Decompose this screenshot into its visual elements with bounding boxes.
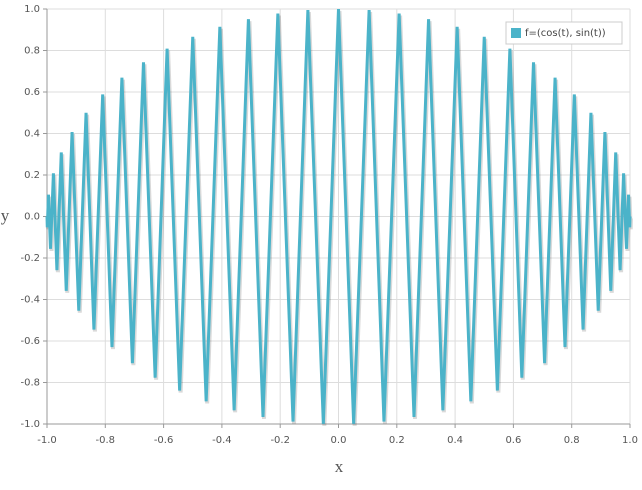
x-tick-label: -1.0 [37,435,57,446]
y-tick-label: -0.6 [20,336,40,347]
legend-swatch [511,28,521,38]
x-tick-label: -0.6 [154,435,174,446]
x-tick-label: 1.0 [622,435,638,446]
line [45,8,632,424]
x-tick-label: 0.4 [447,435,463,446]
y-tick-label: 0.8 [24,46,40,57]
y-tick-label: 1.0 [24,4,40,15]
y-tick-label: 0.6 [24,87,40,98]
x-axis-title: x [335,457,344,476]
x-tick-label: 0.0 [331,435,347,446]
x-tick-label: -0.8 [96,435,116,446]
legend: f=(cos(t), sin(t)) [505,21,623,45]
y-axis-title: y [1,206,10,225]
legend-label: f=(cos(t), sin(t)) [525,28,606,39]
x-tick-label: -0.4 [212,435,232,446]
legend-box [505,21,623,45]
y-tick-label: -0.4 [20,295,40,306]
y-tick-label: -0.8 [20,378,40,389]
x-tick-label: 0.6 [505,435,521,446]
y-tick-label: 0.4 [24,129,40,140]
y-tick-label: 0.0 [24,212,40,223]
y-tick-label: -1.0 [20,419,40,430]
x-tick-label: 0.2 [389,435,405,446]
x-tick-label: 0.8 [564,435,580,446]
x-tick-label: -0.2 [270,435,290,446]
y-tick-label: 0.2 [24,170,40,181]
y-tick-label: -0.2 [20,253,40,264]
